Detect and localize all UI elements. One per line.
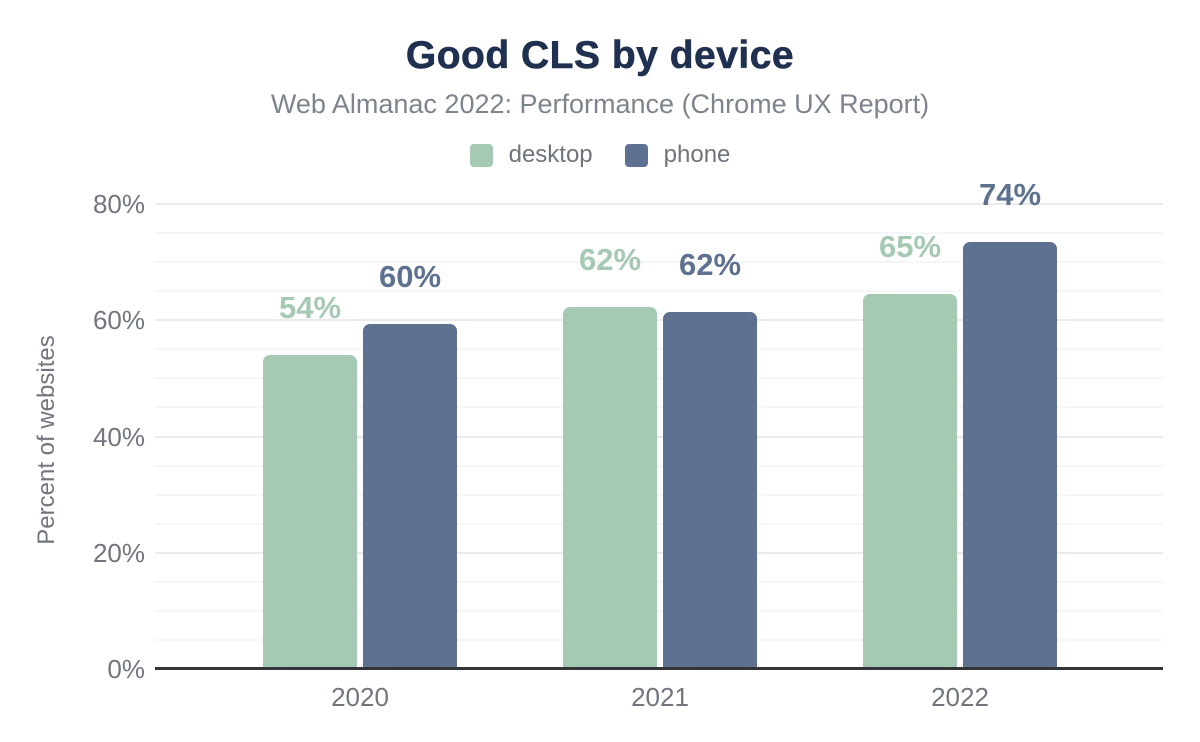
x-tick-label-2021: 2021 — [631, 682, 689, 712]
gridline — [155, 319, 1163, 322]
chart-title: Good CLS by device — [405, 34, 795, 78]
gridline — [155, 232, 1163, 235]
legend-item-desktop: desktop — [469, 141, 593, 169]
x-axis-ticks: 2020 2021 2022 — [155, 682, 1163, 714]
x-axis-line — [155, 667, 1163, 670]
legend-label-desktop: desktop — [508, 141, 593, 168]
y-tick-label: 40% — [92, 421, 145, 452]
bar-value-label-phone-2022: 74% — [978, 176, 1042, 212]
y-tick-label: 60% — [92, 305, 145, 336]
plot-area: 54% 60% 62% 62% 65% 74% — [155, 179, 1163, 670]
bar-phone-2020 — [363, 323, 457, 669]
gridline — [155, 203, 1163, 205]
y-tick-label: 80% — [92, 189, 145, 219]
bar-value-label-phone-2021: 62% — [678, 247, 742, 283]
x-tick-label-2022: 2022 — [931, 682, 989, 712]
phone-swatch-icon — [624, 143, 648, 167]
y-tick-label: 20% — [92, 537, 145, 568]
bar-value-label-desktop-2021: 62% — [578, 242, 642, 278]
legend-item-phone: phone — [624, 141, 731, 169]
bar-desktop-2022 — [863, 294, 957, 669]
gridline — [155, 464, 1163, 467]
y-tick-label: 0% — [107, 654, 145, 684]
gridline — [155, 290, 1163, 293]
x-tick-label-2020: 2020 — [331, 682, 389, 712]
bar-value-label-phone-2020: 60% — [378, 258, 442, 294]
gridline — [155, 406, 1163, 409]
bar-value-label-desktop-2022: 65% — [878, 229, 942, 265]
chart-subtitle: Web Almanac 2022: Performance (Chrome UX… — [270, 89, 930, 119]
gridline — [155, 348, 1163, 351]
gridline — [155, 493, 1163, 496]
gridline — [155, 638, 1163, 641]
legend-label-phone: phone — [663, 141, 731, 168]
gridline — [155, 551, 1163, 554]
bar-desktop-2020 — [263, 354, 357, 669]
bar-value-label-desktop-2020: 54% — [278, 289, 342, 325]
bar-desktop-2021 — [563, 307, 657, 669]
legend: desktop phone — [0, 141, 1200, 169]
bar-phone-2022 — [963, 241, 1057, 669]
gridline — [155, 435, 1163, 438]
gridline — [155, 580, 1163, 583]
gridline — [155, 609, 1163, 612]
bar-phone-2021 — [663, 312, 757, 669]
y-axis-ticks: 0% 20% 40% 60% 80% — [0, 190, 145, 683]
desktop-swatch-icon — [469, 143, 493, 167]
gridline — [155, 522, 1163, 525]
gridline — [155, 377, 1163, 380]
gridline — [155, 261, 1163, 264]
